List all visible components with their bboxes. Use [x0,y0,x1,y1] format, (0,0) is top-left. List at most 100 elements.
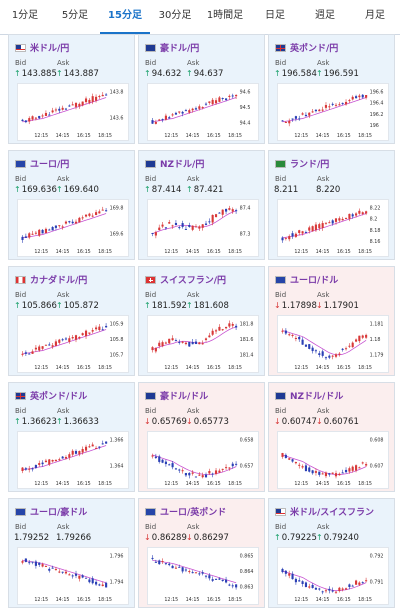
time-tick-label: 18:15 [358,249,372,255]
candlestick-chart[interactable]: 94.6 94.5 94.4 12:15 14:15 16:15 18:15 [147,83,259,141]
time-tick-label: 18:15 [98,365,112,371]
candle-body [355,465,358,471]
currency-card[interactable]: ユーロ/英ポンド Bid Ask ↓0.86289 ↓0.86297 0.865 0.864… [138,498,265,608]
tab-2[interactable]: 15分足 [100,0,150,34]
candle-body [298,336,301,340]
candlestick-chart[interactable]: 196.6 196.4 196.2 196 12:15 14:15 16:15 18:15 [277,83,389,141]
candle-body [351,96,354,100]
time-tick-label: 16:15 [337,249,351,255]
time-tick-label: 18:15 [358,133,372,139]
tab-4[interactable]: 1時間足 [206,10,244,21]
time-tick-label: 12:15 [34,249,48,255]
y-tick-label: 0.792 [370,554,384,560]
pair-title[interactable]: カナダドル/円 [15,273,87,286]
candle-body [95,447,98,449]
ask-value: 1.79266 [56,533,92,543]
candlestick-chart[interactable]: 181.8 181.6 181.4 12:15 14:15 16:15 18:15 [147,315,259,373]
pair-title[interactable]: 米ドル/スイスフラン [275,505,374,518]
currency-card[interactable]: ユーロ/ドル Bid Ask ↓1.17898 ↓1.17901 1.181 1.18 1.1… [268,266,395,376]
currency-card[interactable]: カナダドル/円 Bid Ask ↑105.866 ↑105.872 105.9 105.8 1… [8,266,135,376]
time-tick-label: 18:15 [228,133,242,139]
pair-title[interactable]: スイスフラン/円 [145,273,226,286]
pair-title[interactable]: ユーロ/英ポンド [145,505,226,518]
pair-title[interactable]: ユーロ/ドル [275,273,338,286]
candle-body [54,341,57,346]
candle-body [161,459,164,463]
currency-card[interactable]: 英ポンド/ドル Bid Ask ↑1.36623 ↑1.36633 1.366 1.364 1… [8,382,135,492]
candle-body [151,120,154,124]
candle-body [51,345,54,347]
currency-card[interactable]: 豪ドル/円 Bid Ask ↑94.632 ↑94.637 94.6 94.5 94.4 12:… [138,34,265,144]
ask-value: ↑181.608 [186,301,229,311]
candle-body [168,563,171,566]
candlestick-chart[interactable]: 1.366 1.364 12:15 14:15 16:15 18:15 [17,431,129,489]
currency-card[interactable]: 米ドル/円 Bid Ask ↑143.885 ↑143.887 143.8 143.6 12:… [8,34,135,144]
currency-card[interactable]: 米ドル/スイスフラン Bid Ask ↑0.79225 ↑0.79240 0.792 0.7… [268,498,395,608]
currency-card[interactable]: ユーロ/円 Bid Ask ↑169.636 ↑169.640 169.8 169.6 12:… [8,150,135,260]
candlestick-chart[interactable]: 1.796 1.794 12:15 14:15 16:15 18:15 [17,547,129,605]
pair-title[interactable]: NZドル/ドル [275,389,344,402]
currency-card[interactable]: NZドル/円 Bid Ask ↑87.414 ↑87.421 87.4 87.3 12:15 1… [138,150,265,260]
currency-card[interactable]: スイスフラン/円 Bid Ask ↑181.592 ↑181.608 181.8 181.6… [138,266,265,376]
candle-body [351,466,354,471]
pair-title[interactable]: NZドル/円 [145,157,204,170]
currency-card[interactable]: 英ポンド/円 Bid Ask ↑196.584 ↑196.591 196.6 196.4 19… [268,34,395,144]
ask-label: Ask [57,291,70,299]
tab-7[interactable]: 月足 [365,10,385,21]
candle-body [324,222,328,224]
candlestick-chart[interactable]: 0.792 0.791 12:15 14:15 16:15 18:15 [277,547,389,605]
bid-label: Bid [15,59,27,67]
candle-body [68,454,71,458]
pair-title[interactable]: ユーロ/豪ドル [15,505,87,518]
pair-title[interactable]: 英ポンド/円 [275,41,338,54]
candle-body [341,588,344,590]
candlestick-chart[interactable]: 87.4 87.3 12:15 14:15 16:15 18:15 [147,199,259,257]
candle-body [331,355,334,357]
candle-body [204,474,208,478]
pair-title[interactable]: 豪ドル/円 [145,41,199,54]
tab-3[interactable]: 30分足 [158,10,192,21]
candlestick-chart[interactable]: 0.865 0.864 0.863 12:15 14:15 16:15 18:15 [147,547,259,605]
candlestick-chart[interactable]: 169.8 169.6 12:15 14:15 16:15 18:15 [17,199,129,257]
candle-body [171,114,174,116]
bid-value: ↑143.885 [14,69,57,79]
tab-6[interactable]: 週足 [315,10,335,21]
currency-card[interactable]: NZドル/ドル Bid Ask ↓0.60747 ↓0.60761 0.608 0.607 1… [268,382,395,492]
candle-body [341,348,344,350]
bid-label: Bid [275,523,287,531]
candlestick-chart[interactable]: 1.181 1.18 1.179 12:15 14:15 16:15 18:15 [277,315,389,373]
ask-value: 8.220 [316,185,341,195]
candlestick-chart[interactable]: 0.658 0.657 12:15 14:15 16:15 18:15 [147,431,259,489]
pair-title[interactable]: ランド/円 [275,157,329,170]
candlestick-chart[interactable]: 0.608 0.607 12:15 14:15 16:15 18:15 [277,431,389,489]
candle-body [95,327,98,330]
candle-body [184,342,187,345]
candle-body [95,96,98,101]
currency-card[interactable]: 豪ドル/ドル Bid Ask ↓0.65769 ↓0.65773 0.658 0.657 12… [138,382,265,492]
candle-body [204,575,208,577]
candle-body [54,459,57,462]
candle-body [228,208,231,210]
ask-value: ↓1.17901 [316,301,359,311]
candlestick-chart[interactable]: 143.8 143.6 12:15 14:15 16:15 18:15 [17,83,129,141]
currency-card[interactable]: ユーロ/豪ドル Bid Ask 1.79252 1.79266 1.796 1.794 12:… [8,498,135,608]
candle-body [151,233,154,234]
candlestick-chart[interactable]: 105.9 105.8 105.7 12:15 14:15 16:15 18:15 [17,315,129,373]
candle-body [84,577,88,579]
pair-title[interactable]: 英ポンド/ドル [15,389,87,402]
pair-title[interactable]: 米ドル/円 [15,41,69,54]
pair-title[interactable]: 豪ドル/ドル [145,389,208,402]
pair-name: NZドル/ドル [290,392,344,402]
tab-5[interactable]: 日足 [265,10,285,21]
candle-body [24,120,27,123]
ask-value: ↓0.86297 [186,533,229,543]
ask-label: Ask [187,407,200,415]
tab-0[interactable]: 1分足 [11,10,39,21]
currency-card[interactable]: ランド/円 Bid Ask 8.211 8.220 8.22 8.2 8.18 8.16 12:1… [268,150,395,260]
candle-body [28,468,31,470]
candlestick-chart[interactable]: 8.22 8.2 8.18 8.16 12:15 14:15 16:15 18:15 [277,199,389,257]
candle-body [174,222,178,226]
pair-title[interactable]: ユーロ/円 [15,157,69,170]
tab-1[interactable]: 5分足 [61,10,89,21]
candle-body [48,344,51,346]
